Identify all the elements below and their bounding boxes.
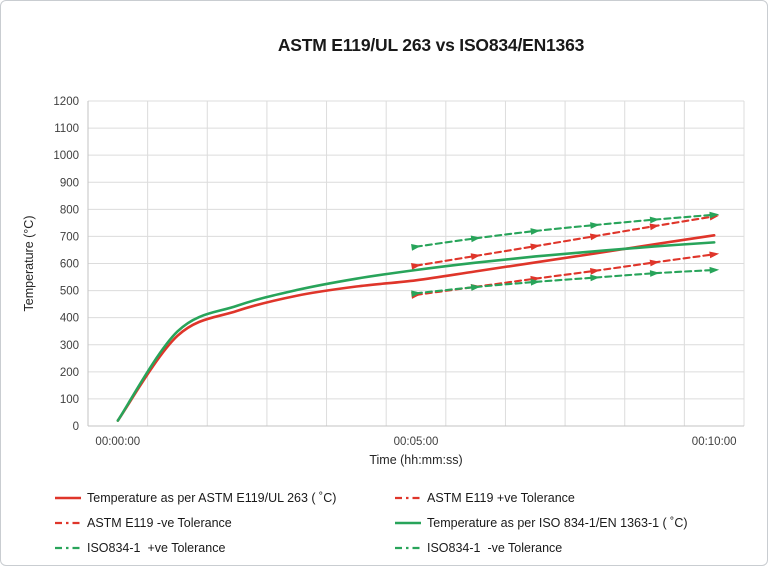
svg-text:00:10:00: 00:10:00 [692, 436, 737, 448]
svg-text:1100: 1100 [54, 123, 79, 135]
chart-title: ASTM E119/UL 263 vs ISO834/EN1363 [277, 35, 585, 55]
legend-label: Temperature as per ISO 834-1/EN 1363-1 (… [427, 515, 688, 530]
legend-item-astm-neg-tolerance: ASTM E119 -ve Tolerance [55, 516, 395, 530]
svg-text:500: 500 [60, 286, 79, 298]
svg-text:900: 900 [60, 177, 79, 189]
legend-dashed-line-icon [395, 496, 421, 499]
legend-item-iso-curve: Temperature as per ISO 834-1/EN 1363-1 (… [395, 516, 753, 530]
line-chart-plot-area: 0 100 200 300 400 500 600 700 800 900 1000 1100 1200… [22, 96, 745, 467]
legend-solid-line-icon [395, 521, 421, 524]
legend-dashed-line-icon [55, 546, 81, 549]
svg-text:700: 700 [60, 231, 79, 243]
legend-label: Temperature as per ASTM E119/UL 263 ( ˚C… [87, 490, 337, 505]
svg-text:200: 200 [60, 367, 79, 379]
legend-label: ASTM E119 +ve Tolerance [427, 490, 575, 505]
svg-text:00:00:00: 00:00:00 [95, 436, 140, 448]
legend-dashed-line-icon [55, 521, 81, 524]
legend-label: ISO834-1 +ve Tolerance [87, 540, 226, 555]
legend-item-iso-pos-tolerance: ISO834-1 +ve Tolerance [55, 541, 395, 555]
svg-text:00:05:00: 00:05:00 [394, 436, 439, 448]
svg-text:1000: 1000 [53, 150, 79, 162]
legend-dashed-line-icon [395, 546, 421, 549]
legend-label: ASTM E119 -ve Tolerance [87, 515, 232, 530]
svg-text:300: 300 [60, 340, 79, 352]
svg-text:600: 600 [60, 259, 79, 271]
chart-legend: Temperature as per ASTM E119/UL 263 ( ˚C… [55, 485, 753, 560]
svg-text:Time (hh:mm:ss): Time (hh:mm:ss) [369, 453, 462, 467]
legend-item-astm-curve: Temperature as per ASTM E119/UL 263 ( ˚C… [55, 491, 395, 505]
svg-text:Temperature (°C): Temperature (°C) [22, 216, 36, 312]
legend-item-iso-neg-tolerance: ISO834-1 -ve Tolerance [395, 541, 753, 555]
svg-text:100: 100 [60, 394, 79, 406]
legend-solid-line-icon [55, 496, 81, 499]
legend-label: ISO834-1 -ve Tolerance [427, 540, 563, 555]
svg-text:800: 800 [60, 204, 79, 216]
svg-text:1200: 1200 [53, 96, 79, 108]
legend-item-astm-pos-tolerance: ASTM E119 +ve Tolerance [395, 491, 753, 505]
svg-text:0: 0 [73, 421, 79, 433]
svg-text:400: 400 [60, 313, 79, 325]
